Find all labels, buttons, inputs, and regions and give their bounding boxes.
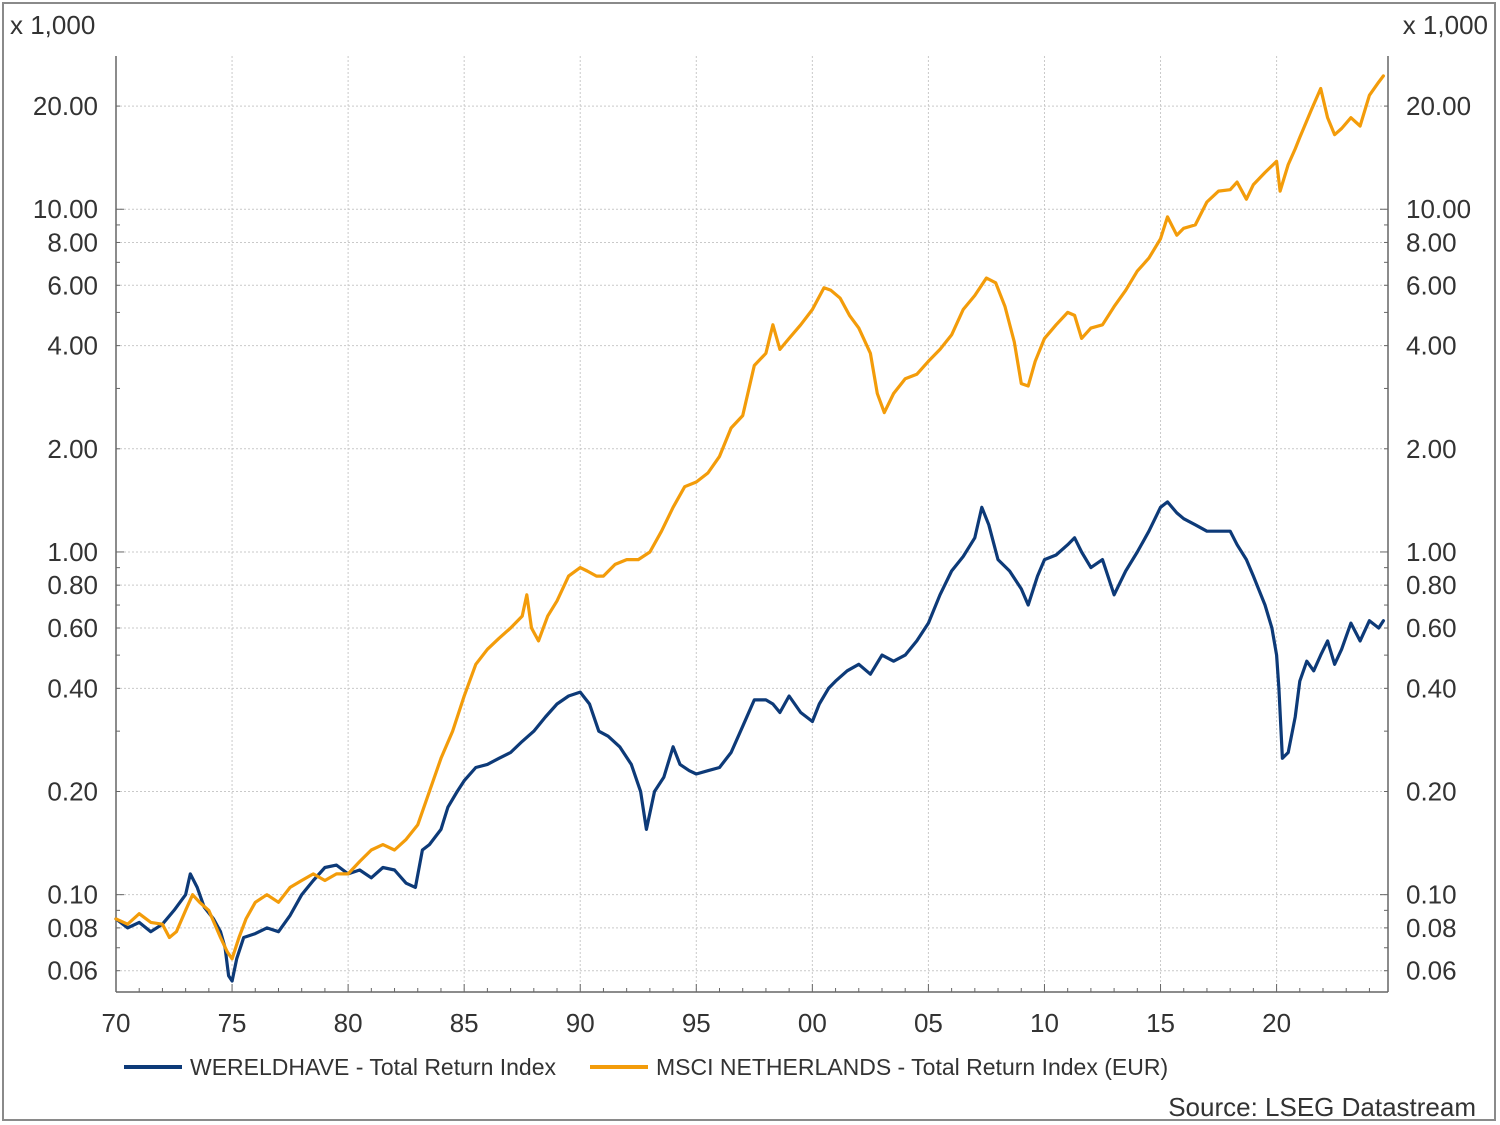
x-tick-label: 75	[218, 1008, 247, 1038]
x-tick-label: 95	[682, 1008, 711, 1038]
y-tick-label-right: 20.00	[1406, 91, 1471, 121]
legend-swatch-wereldhave	[124, 1065, 182, 1069]
y-tick-label-left: 0.80	[47, 570, 98, 600]
x-tick-label: 85	[450, 1008, 479, 1038]
x-tick-label: 90	[566, 1008, 595, 1038]
y-tick-label-left: 0.60	[47, 613, 98, 643]
legend-swatch-msci-netherlands	[590, 1065, 649, 1069]
grid	[115, 56, 1388, 992]
legend-item-msci-netherlands: MSCI NETHERLANDS - Total Return Index (E…	[590, 1054, 1168, 1081]
y-tick-label-left: 0.10	[47, 880, 98, 910]
x-tick-label: 20	[1262, 1008, 1291, 1038]
y-tick-label-left: 2.00	[47, 434, 98, 464]
source-note: Source: LSEG Datastream	[1168, 1092, 1476, 1122]
y-tick-label-right: 0.20	[1406, 777, 1457, 807]
y-tick-label-right: 10.00	[1406, 194, 1471, 224]
y-tick-label-right: 2.00	[1406, 434, 1457, 464]
series-line-wereldhave	[114, 500, 1385, 983]
legend-label-msci-netherlands: MSCI NETHERLANDS - Total Return Index (E…	[656, 1053, 1169, 1080]
y-tick-label-right: 1.00	[1406, 537, 1457, 567]
x-tick-label: 80	[334, 1008, 363, 1038]
axis-minor-ticks	[115, 105, 1388, 992]
y-tick-label-left: 0.20	[47, 777, 98, 807]
y-tick-label-right: 0.40	[1406, 673, 1457, 703]
x-tick-label: 00	[798, 1008, 827, 1038]
y-tick-label-left: 8.00	[47, 227, 98, 257]
y-tick-label-left: 4.00	[47, 331, 98, 361]
y-unit-label-left: x 1,000	[10, 10, 96, 40]
x-tick-label: 70	[102, 1008, 131, 1038]
y-unit-label-right: x 1,000	[1402, 10, 1488, 40]
y-tick-label-right: 0.10	[1406, 880, 1457, 910]
series-line-msci-netherlands	[114, 74, 1385, 961]
y-tick-label-right: 8.00	[1406, 227, 1457, 257]
y-tick-label-left: 1.00	[47, 537, 98, 567]
y-tick-label-left: 10.00	[33, 194, 98, 224]
y-tick-label-right: 0.80	[1406, 570, 1457, 600]
x-tick-label: 05	[914, 1008, 943, 1038]
y-tick-label-left: 0.08	[47, 913, 98, 943]
legend-item-wereldhave: WERELDHAVE - Total Return Index	[124, 1054, 556, 1081]
legend: WERELDHAVE - Total Return Index MSCI NET…	[124, 1050, 1202, 1084]
y-tick-label-right: 0.08	[1406, 913, 1457, 943]
x-tick-label: 15	[1146, 1008, 1175, 1038]
y-tick-label-left: 20.00	[33, 91, 98, 121]
y-tick-label-left: 0.40	[47, 673, 98, 703]
y-tick-label-right: 0.06	[1406, 956, 1457, 986]
y-tick-label-left: 6.00	[47, 270, 98, 300]
y-tick-label-right: 6.00	[1406, 270, 1457, 300]
x-tick-label: 10	[1030, 1008, 1059, 1038]
y-tick-label-left: 0.06	[47, 956, 98, 986]
y-tick-label-right: 0.60	[1406, 613, 1457, 643]
y-tick-label-right: 4.00	[1406, 331, 1457, 361]
legend-label-wereldhave: WERELDHAVE - Total Return Index	[190, 1053, 557, 1080]
